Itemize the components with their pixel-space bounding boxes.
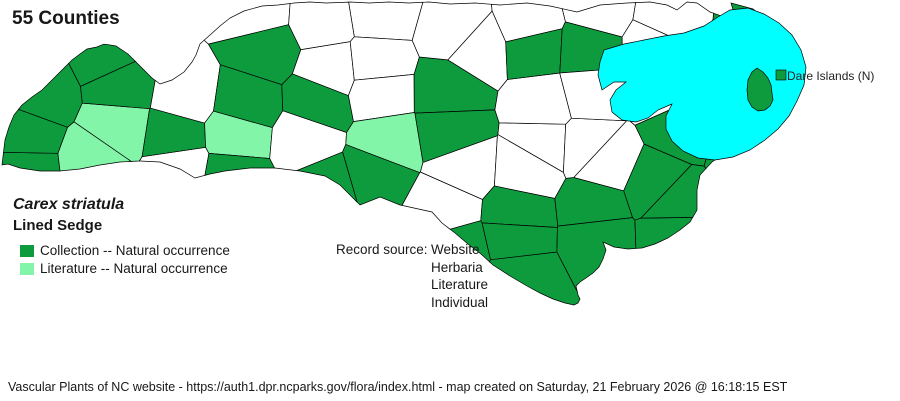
svg-text:Dare Islands (N): Dare Islands (N) bbox=[787, 69, 874, 83]
